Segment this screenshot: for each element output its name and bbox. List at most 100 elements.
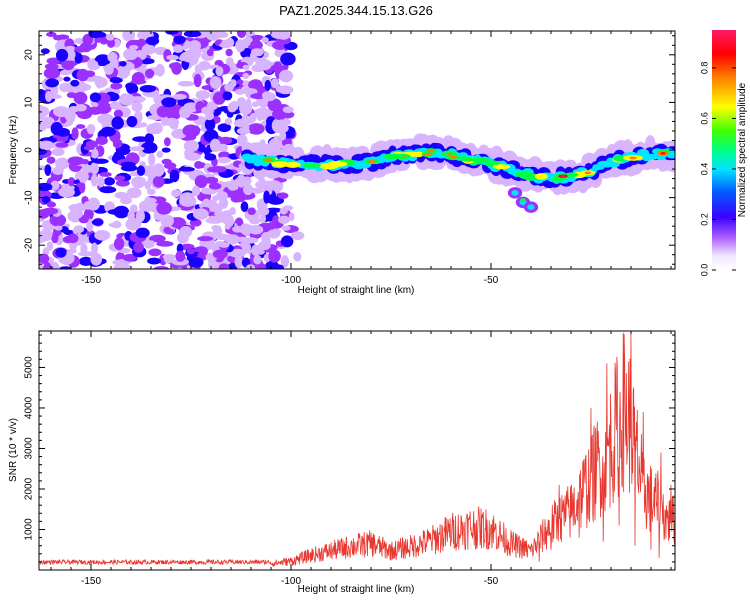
heatmap-cell	[129, 44, 139, 50]
heatmap-cell	[100, 126, 116, 137]
heatmap-cell	[271, 160, 289, 168]
heatmap-cell	[271, 119, 281, 132]
heatmap-cell	[204, 117, 216, 131]
heatmap-cell	[279, 31, 291, 40]
heatmap-cell	[242, 183, 254, 196]
heatmap-cell	[275, 85, 285, 93]
heatmap-cell	[78, 256, 93, 267]
heatmap-cell	[104, 63, 114, 75]
heatmap-cell	[39, 182, 53, 192]
heatmap-cell	[149, 234, 166, 243]
heatmap-cell	[119, 60, 127, 67]
heatmap-cell	[156, 105, 170, 118]
heatmap-cell	[229, 207, 236, 215]
heatmap-cell	[245, 98, 252, 109]
heatmap-cell	[147, 257, 162, 265]
heatmap-cell	[191, 185, 201, 197]
heatmap-cell	[52, 166, 64, 176]
x-tick-label: -100	[281, 576, 301, 587]
heatmap-cell	[261, 91, 273, 100]
heatmap-cell	[96, 31, 107, 38]
heatmap-cell	[103, 177, 115, 186]
heatmap-cell	[172, 93, 187, 100]
x-tick-label: -50	[484, 576, 499, 587]
heatmap-cell	[97, 176, 105, 188]
heatmap-cell	[177, 80, 195, 87]
heatmap-cell	[520, 198, 526, 202]
heatmap-cell	[113, 264, 121, 269]
heatmap-cell	[39, 253, 50, 264]
heatmap-cell	[73, 225, 85, 234]
colorbar-tick-label: 0.0	[699, 264, 709, 277]
heatmap-cell	[192, 208, 209, 220]
heatmap-cell	[212, 91, 226, 105]
x-tick-label: -150	[81, 275, 101, 286]
heatmap-cell	[148, 240, 155, 248]
heatmap-cell	[153, 266, 169, 269]
heatmap-cell	[46, 156, 56, 164]
heatmap-cell	[234, 88, 245, 95]
heatmap-cell	[44, 63, 59, 70]
heatmap-cell	[249, 217, 261, 225]
heatmap-cell	[43, 67, 61, 79]
heatmap-cell	[161, 147, 171, 153]
heatmap-cell	[123, 48, 139, 61]
heatmap-cell	[74, 45, 88, 53]
heatmap-cell	[132, 177, 147, 183]
heatmap-cell	[175, 250, 186, 262]
heatmap-cell	[114, 191, 129, 199]
heatmap-cell	[90, 162, 100, 175]
heatmap-cell	[76, 68, 89, 82]
heatmap-cell	[255, 180, 273, 190]
heatmap-cell	[49, 213, 67, 227]
heatmap-cell	[248, 224, 264, 235]
heatmap-cell	[83, 201, 93, 210]
heatmap-cell	[183, 31, 202, 38]
heatmap-cell	[52, 34, 63, 41]
heatmap-cell	[227, 180, 239, 191]
heatmap-cell	[218, 263, 230, 269]
heatmap-cell	[367, 160, 377, 163]
heatmap-cell	[83, 145, 95, 151]
heatmap-cell	[40, 228, 53, 242]
heatmap-cell	[280, 255, 290, 268]
heatmap-cell	[282, 106, 294, 114]
heatmap-cell	[178, 166, 195, 172]
heatmap-cell	[251, 101, 260, 108]
heatmap-cell	[278, 38, 291, 45]
heatmap-cell	[240, 201, 249, 213]
heatmap-cell	[241, 176, 252, 186]
heatmap-cell	[228, 248, 246, 258]
heatmap-cell	[492, 164, 511, 170]
heatmap-cell	[271, 264, 284, 269]
heatmap-cell	[188, 256, 204, 268]
heatmap-cell	[109, 76, 123, 84]
heatmap-cell	[207, 215, 221, 224]
heatmap-cell	[51, 147, 65, 157]
heatmap-ylabel: Frequency (Hz)	[8, 116, 19, 185]
heatmap-cell	[112, 138, 123, 149]
heatmap-cell	[112, 259, 125, 266]
heatmap-cell	[242, 237, 259, 244]
heatmap-cell	[136, 165, 146, 177]
x-tick-label: -100	[281, 275, 301, 286]
heatmap-cell	[87, 60, 99, 71]
heatmap-cell	[218, 143, 229, 152]
heatmap-cell	[193, 73, 202, 88]
heatmap-cell	[156, 201, 173, 215]
heatmap-cell	[244, 36, 251, 47]
heatmap-cell	[76, 182, 86, 188]
y-tick-label: 3000	[24, 437, 35, 460]
heatmap-cell	[224, 221, 231, 230]
heatmap-cell	[46, 31, 57, 37]
heatmap-cell	[146, 188, 156, 195]
heatmap-cell	[99, 186, 117, 194]
heatmap-cell	[59, 266, 72, 269]
heatmap-xlabel: Height of straight line (km)	[298, 285, 415, 296]
heatmap-cell	[267, 229, 281, 239]
heatmap-cell	[39, 123, 47, 132]
heatmap-cell	[279, 207, 288, 215]
heatmap-cell	[171, 61, 182, 75]
heatmap-cell	[90, 173, 98, 187]
heatmap-cell	[178, 225, 193, 238]
